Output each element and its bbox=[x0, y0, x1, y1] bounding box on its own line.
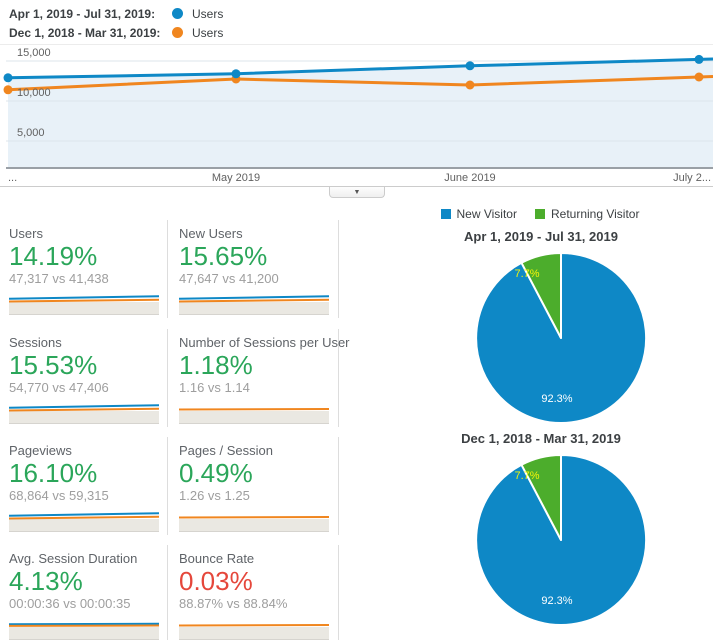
metric-card-users[interactable]: Users 14.19% 47,317 vs 41,438 bbox=[0, 220, 168, 318]
metric-percent-change: 14.19% bbox=[9, 241, 98, 271]
metric-comparison-values: 1.16 vs 1.14 bbox=[179, 380, 250, 395]
legend-label: Returning Visitor bbox=[550, 207, 640, 221]
metric-card-avg-session-duration[interactable]: Avg. Session Duration 4.13% 00:00:36 vs … bbox=[0, 545, 168, 640]
metric-percent-change: 4.13% bbox=[9, 566, 83, 596]
metric-percent-change: 0.49% bbox=[179, 458, 253, 488]
metric-comparison-values: 47,317 vs 41,438 bbox=[9, 271, 109, 286]
metric-title: Sessions bbox=[9, 335, 62, 350]
metric-row-3: Pageviews 16.10% 68,864 vs 59,315 Pages … bbox=[0, 437, 339, 535]
metric-sparkline bbox=[179, 624, 329, 640]
metric-title: Avg. Session Duration bbox=[9, 551, 138, 566]
visitor-type-pie-previous[interactable]: 92.3% 7.7% bbox=[451, 452, 671, 632]
date-range-current: Apr 1, 2019 - Jul 31, 2019: bbox=[9, 6, 156, 21]
metric-percent-change: 15.65% bbox=[179, 241, 268, 271]
svg-text:May 2019: May 2019 bbox=[212, 172, 260, 184]
legend-item-new-visitor: New Visitor bbox=[440, 207, 517, 221]
metric-card-pageviews[interactable]: Pageviews 16.10% 68,864 vs 59,315 bbox=[0, 437, 168, 535]
metric-row-4: Avg. Session Duration 4.13% 00:00:36 vs … bbox=[0, 545, 339, 640]
svg-text:10,000: 10,000 bbox=[17, 87, 51, 99]
metric-percent-change: 1.18% bbox=[179, 350, 253, 380]
metric-percent-change: 15.53% bbox=[9, 350, 98, 380]
new-visitor-swatch-icon bbox=[440, 209, 451, 219]
users-timeline-chart[interactable]: 5,000 10,000 15,000... May 2019 June 2019 Jul… bbox=[0, 44, 713, 186]
metric-sparkline bbox=[179, 516, 329, 532]
metric-title: Pages / Session bbox=[179, 443, 273, 458]
legend-row-current: Apr 1, 2019 - Jul 31, 2019: Users bbox=[9, 5, 223, 22]
metric-card-pages-per-session[interactable]: Pages / Session 0.49% 1.26 vs 1.25 bbox=[168, 437, 339, 535]
metric-sparkline bbox=[179, 408, 329, 424]
comparison-legend: Apr 1, 2019 - Jul 31, 2019: Users Dec 1,… bbox=[9, 5, 223, 43]
metric-sparkline bbox=[9, 622, 159, 640]
metric-comparison-values: 88.87% vs 88.84% bbox=[179, 596, 288, 611]
metric-card-sessions-per-user[interactable]: Number of Sessions per User 1.18% 1.16 v… bbox=[168, 329, 350, 427]
metric-percent-change: 16.10% bbox=[9, 458, 98, 488]
pie-title-current-period: Apr 1, 2019 - Jul 31, 2019 bbox=[464, 229, 618, 244]
metric-comparison-values: 47,647 vs 41,200 bbox=[179, 271, 279, 286]
metric-sparkline bbox=[9, 404, 159, 424]
metric-card-sessions[interactable]: Sessions 15.53% 54,770 vs 47,406 bbox=[0, 329, 168, 427]
legend-row-previous: Dec 1, 2018 - Mar 31, 2019: Users bbox=[9, 24, 223, 41]
timeline-line-chart[interactable]: 5,000 10,000 15,000... May 2019 June 2019 Jul… bbox=[0, 45, 713, 187]
svg-text:15,000: 15,000 bbox=[17, 47, 51, 59]
metric-sparkline bbox=[9, 295, 159, 315]
metric-title: Users bbox=[9, 226, 43, 241]
metric-comparison-values: 54,770 vs 47,406 bbox=[9, 380, 109, 395]
metric-percent-change: 0.03% bbox=[179, 566, 253, 596]
svg-text:July 2...: July 2... bbox=[673, 172, 711, 184]
visitor-type-legend: New Visitor Returning Visitor bbox=[380, 206, 700, 222]
svg-text:5,000: 5,000 bbox=[17, 127, 45, 139]
svg-text:7.7%: 7.7% bbox=[514, 268, 539, 280]
series-label-current: Users bbox=[192, 6, 224, 21]
svg-text:7.7%: 7.7% bbox=[514, 470, 539, 482]
visitor-type-pie-current[interactable]: 92.3% 7.7% bbox=[451, 248, 671, 428]
metric-comparison-values: 1.26 vs 1.25 bbox=[179, 488, 250, 503]
metric-comparison-values: 68,864 vs 59,315 bbox=[9, 488, 109, 503]
metric-card-bounce-rate[interactable]: Bounce Rate 0.03% 88.87% vs 88.84% bbox=[168, 545, 339, 640]
legend-label: New Visitor bbox=[456, 207, 517, 221]
metric-title: New Users bbox=[179, 226, 243, 241]
series-dot-current-icon bbox=[172, 8, 183, 19]
metric-title: Bounce Rate bbox=[179, 551, 255, 566]
metric-title: Pageviews bbox=[9, 443, 72, 458]
pie-title-previous-period: Dec 1, 2018 - Mar 31, 2019 bbox=[461, 431, 621, 446]
metric-title: Number of Sessions per User bbox=[179, 335, 350, 350]
svg-text:June 2019: June 2019 bbox=[444, 172, 495, 184]
chevron-down-icon: ▼ bbox=[353, 189, 361, 196]
legend-item-returning-visitor: Returning Visitor bbox=[534, 207, 640, 221]
metric-row-1: Users 14.19% 47,317 vs 41,438 New Users … bbox=[0, 220, 339, 318]
metric-row-2: Sessions 15.53% 54,770 vs 47,406 Number … bbox=[0, 329, 350, 427]
series-dot-previous-icon bbox=[172, 27, 183, 38]
date-range-previous: Dec 1, 2018 - Mar 31, 2019: bbox=[9, 25, 161, 40]
chart-collapse-toggle[interactable]: ▼ bbox=[329, 187, 385, 198]
svg-text:92.3%: 92.3% bbox=[541, 595, 572, 607]
series-label-previous: Users bbox=[192, 25, 224, 40]
svg-text:...: ... bbox=[8, 172, 17, 184]
returning-visitor-swatch-icon bbox=[534, 209, 545, 219]
section-divider bbox=[0, 186, 713, 187]
metric-sparkline bbox=[9, 512, 159, 532]
svg-text:92.3%: 92.3% bbox=[541, 393, 572, 405]
metric-comparison-values: 00:00:36 vs 00:00:35 bbox=[9, 596, 131, 611]
metric-sparkline bbox=[179, 295, 329, 315]
metric-card-new-users[interactable]: New Users 15.65% 47,647 vs 41,200 bbox=[168, 220, 339, 318]
